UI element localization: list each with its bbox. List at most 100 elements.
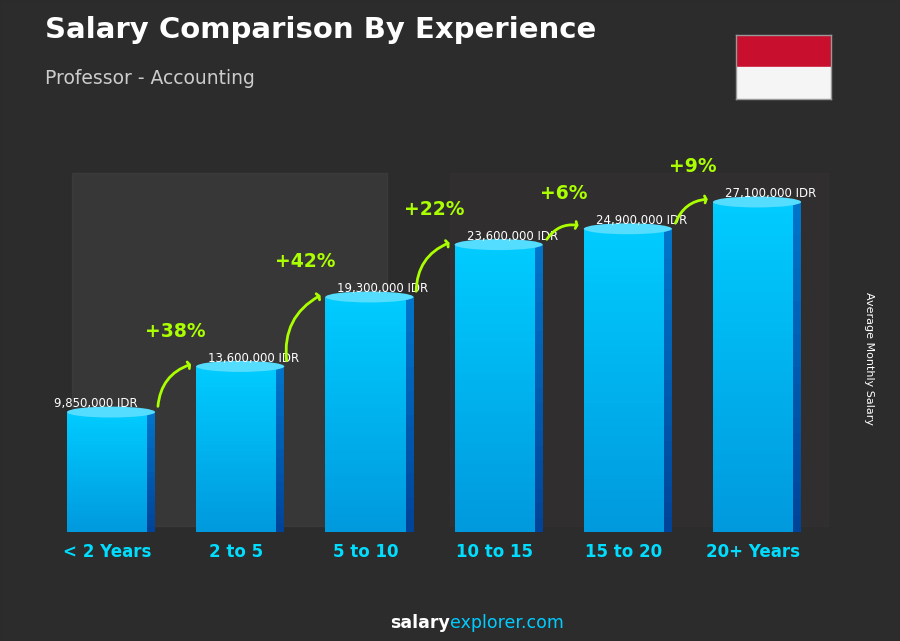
Bar	[196, 372, 276, 375]
Bar	[584, 244, 664, 247]
Bar	[584, 502, 664, 506]
Bar	[454, 456, 535, 460]
Bar	[67, 447, 147, 448]
Bar	[793, 235, 801, 251]
Bar	[454, 324, 535, 328]
Bar	[584, 251, 664, 255]
Bar	[406, 344, 413, 356]
Text: Average Monthly Salary: Average Monthly Salary	[863, 292, 874, 426]
Bar	[326, 338, 406, 341]
Bar	[67, 460, 147, 462]
Bar	[326, 435, 406, 438]
Bar	[713, 202, 793, 206]
Bar	[584, 267, 664, 271]
Bar	[406, 391, 413, 403]
Bar	[326, 476, 406, 479]
Bar	[584, 369, 664, 373]
Bar	[713, 371, 793, 375]
Bar	[147, 508, 155, 514]
Bar	[584, 510, 664, 513]
Text: 24,900,000 IDR: 24,900,000 IDR	[596, 214, 687, 227]
Bar	[326, 385, 406, 388]
Bar	[584, 399, 664, 403]
Bar	[584, 286, 664, 290]
Bar	[326, 376, 406, 379]
Bar	[67, 430, 147, 431]
Bar	[535, 317, 543, 331]
Bar	[713, 268, 793, 272]
Bar	[326, 326, 406, 329]
Bar	[454, 420, 535, 424]
Bar	[67, 470, 147, 472]
Bar	[454, 245, 535, 248]
Bar	[326, 329, 406, 332]
Bar	[196, 487, 276, 488]
Bar	[535, 273, 543, 288]
Bar	[326, 441, 406, 444]
Bar	[326, 417, 406, 420]
Bar	[276, 515, 284, 524]
Bar	[196, 369, 276, 370]
Bar	[276, 383, 284, 391]
Bar	[713, 474, 793, 478]
Bar	[454, 449, 535, 453]
Bar	[535, 518, 543, 532]
Bar	[326, 317, 406, 320]
Bar	[454, 284, 535, 288]
Bar	[326, 350, 406, 353]
Bar	[67, 504, 147, 505]
Bar	[454, 467, 535, 471]
Bar	[713, 280, 793, 285]
Bar	[454, 349, 535, 353]
Bar	[326, 432, 406, 435]
Bar	[147, 490, 155, 496]
Bar	[326, 506, 406, 508]
Bar	[454, 403, 535, 406]
Ellipse shape	[713, 197, 801, 208]
Bar	[196, 517, 276, 520]
Bar	[196, 528, 276, 530]
Bar	[584, 342, 664, 346]
Bar	[713, 214, 793, 219]
Bar	[584, 331, 664, 335]
Bar	[276, 391, 284, 399]
Bar	[326, 382, 406, 385]
Bar	[793, 400, 801, 417]
Bar	[196, 505, 276, 507]
Bar	[535, 245, 543, 259]
Bar	[664, 411, 672, 426]
Bar	[196, 524, 276, 526]
Bar	[713, 256, 793, 260]
Bar	[196, 507, 276, 509]
Bar	[584, 407, 664, 411]
Bar	[454, 518, 535, 521]
Bar	[67, 526, 147, 528]
Bar	[664, 244, 672, 259]
Bar	[454, 464, 535, 467]
Bar	[67, 484, 147, 485]
Bar	[584, 411, 664, 415]
Bar	[713, 515, 793, 520]
Bar	[147, 442, 155, 448]
Bar	[584, 233, 664, 237]
Bar	[454, 360, 535, 363]
Bar	[196, 370, 276, 372]
Bar	[67, 505, 147, 506]
Bar	[535, 431, 543, 445]
Bar	[67, 463, 147, 465]
Bar	[793, 499, 801, 515]
Bar	[196, 455, 276, 458]
Bar	[713, 388, 793, 392]
Bar	[67, 490, 147, 492]
Bar	[196, 503, 276, 505]
Bar	[713, 429, 793, 433]
Bar	[326, 453, 406, 456]
Bar	[67, 478, 147, 479]
Bar	[584, 456, 664, 460]
Bar	[584, 429, 664, 433]
Bar	[196, 412, 276, 414]
Bar	[326, 488, 406, 491]
Bar	[326, 444, 406, 447]
Bar	[67, 413, 147, 415]
Bar	[454, 489, 535, 492]
